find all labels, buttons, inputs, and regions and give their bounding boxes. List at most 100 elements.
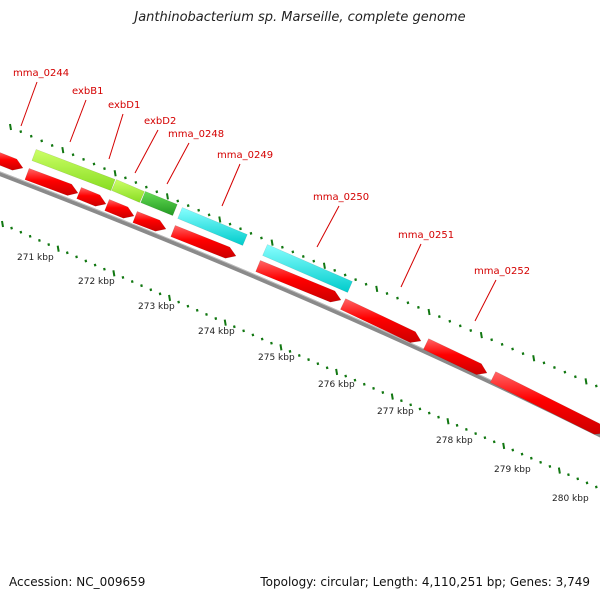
outer-tick	[312, 259, 316, 263]
outer-tick	[270, 239, 274, 246]
inner-tick	[418, 407, 422, 411]
outer-tick	[553, 366, 556, 369]
gene-leader-line	[316, 205, 340, 248]
kbp-label: 274 kbp	[198, 327, 235, 337]
inner-tick	[149, 288, 153, 292]
cds-arrow	[423, 338, 488, 375]
inner-tick	[492, 440, 496, 444]
outer-tick	[406, 301, 410, 305]
inner-tick	[19, 230, 23, 234]
outer-tick	[291, 250, 295, 254]
outer-tick	[490, 338, 494, 342]
inner-tick	[594, 485, 598, 489]
gene-leader-line	[166, 142, 190, 185]
backbone-line	[0, 171, 600, 438]
gene-leader-line	[400, 243, 422, 288]
outer-tick	[40, 139, 44, 143]
gene-leader-line	[134, 129, 159, 174]
outer-tick	[281, 245, 284, 249]
inner-tick	[10, 226, 13, 230]
inner-tick	[307, 358, 310, 362]
inner-tick	[344, 374, 348, 378]
outer-tick	[364, 282, 368, 286]
outer-tick	[385, 292, 389, 295]
outer-tick	[301, 255, 305, 258]
gene-leader-line	[221, 163, 241, 207]
inner-tick	[335, 368, 339, 376]
gene-label: mma_0244	[13, 68, 69, 79]
outer-tick	[448, 319, 452, 323]
inner-tick	[270, 341, 273, 345]
kbp-label: 276 kbp	[318, 380, 355, 390]
inner-tick	[75, 255, 78, 259]
gene-mma_0250	[262, 244, 353, 293]
inner-tick	[455, 423, 459, 427]
inner-tick	[390, 393, 394, 400]
inner-tick	[446, 418, 450, 425]
cds-arrow	[170, 225, 237, 259]
inner-tick	[585, 481, 589, 485]
inner-tick	[325, 366, 329, 370]
outer-tick	[239, 227, 242, 231]
inner-tick	[121, 275, 125, 279]
outer-tick	[249, 231, 253, 235]
inner-tick	[260, 337, 264, 341]
outer-tick	[354, 278, 357, 282]
inner-tick	[502, 442, 506, 450]
outer-tick	[542, 361, 546, 365]
inner-tick	[28, 234, 32, 238]
inner-tick	[38, 238, 41, 242]
backbone-track	[0, 171, 600, 438]
gene-exbD1	[111, 179, 145, 203]
outer-tick	[113, 170, 117, 177]
outer-tick	[134, 181, 138, 184]
inner-tick	[112, 270, 116, 277]
cds-arrow	[24, 168, 79, 196]
gene-leader-line	[108, 113, 124, 160]
inner-tick	[232, 325, 236, 329]
inner-tick	[464, 428, 468, 431]
outer-tick	[574, 375, 577, 379]
cds-arrow	[104, 199, 135, 219]
gene-label: mma_0249	[217, 150, 273, 161]
gene-label: exbD1	[108, 100, 140, 111]
outer-tick	[82, 157, 85, 161]
inner-tick	[400, 399, 403, 403]
inner-tick	[474, 432, 478, 436]
inner-tick	[409, 403, 413, 407]
inner-tick	[158, 292, 162, 296]
gene-exbB1	[31, 149, 116, 191]
outer-tick-track	[9, 123, 598, 388]
outer-tick	[427, 308, 431, 316]
inner-tick	[437, 415, 440, 419]
inner-tick	[47, 243, 51, 247]
outer-tick	[218, 216, 222, 223]
outer-tick	[61, 146, 65, 154]
inner-tick	[381, 391, 385, 394]
outer-tick	[437, 315, 441, 319]
outer-tick	[260, 236, 263, 240]
inner-tick	[483, 436, 487, 440]
outer-tick	[124, 176, 127, 180]
cds-arrow	[132, 211, 167, 232]
cds-arrow	[76, 187, 107, 207]
inner-tick	[1, 220, 4, 228]
inner-tick	[205, 312, 208, 316]
outer-tick	[594, 384, 598, 388]
gene-leader-line	[69, 99, 87, 143]
inner-tick	[288, 349, 292, 353]
outer-tick	[207, 213, 211, 217]
outer-tick	[343, 273, 347, 277]
gene-label: mma_0251	[398, 230, 454, 241]
inner-tick	[427, 411, 431, 415]
outer-tick	[50, 144, 54, 147]
inner-tick	[548, 464, 552, 468]
inner-tick	[93, 263, 97, 267]
gene-mma_0248	[177, 207, 248, 246]
genome-summary-text: Topology: circular; Length: 4,110,251 bp…	[260, 575, 590, 589]
inner-tick	[297, 354, 301, 357]
inner-tick	[316, 362, 320, 366]
kbp-label: 273 kbp	[138, 302, 175, 312]
outer-tick	[144, 185, 148, 189]
